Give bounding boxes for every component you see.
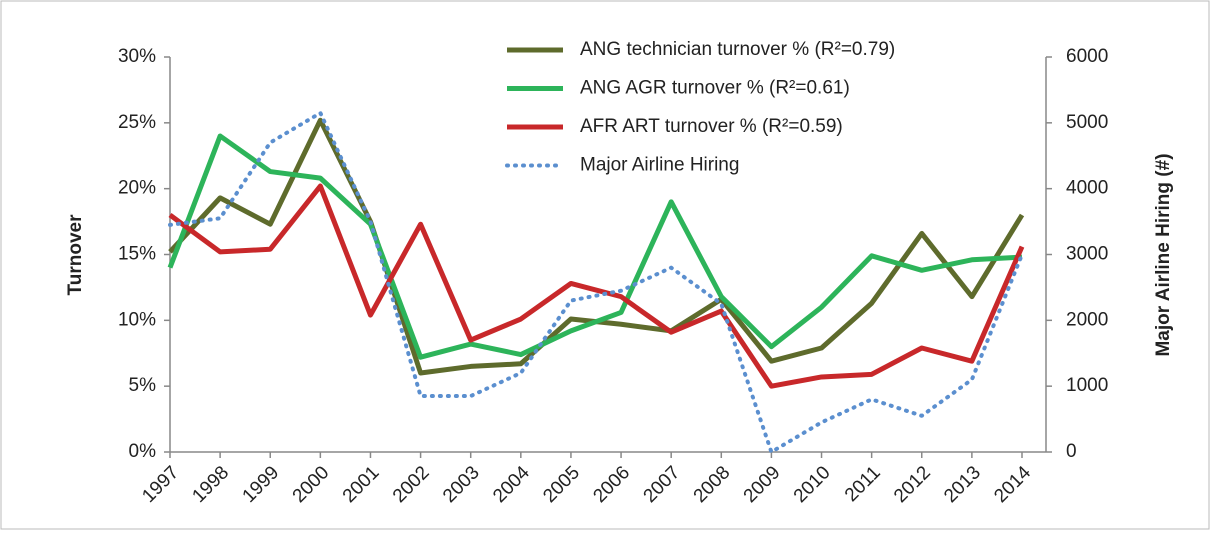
y2-tick-label: 3000 xyxy=(1066,244,1108,265)
y2-axis-title: Major Airline Hiring (#) xyxy=(1153,153,1174,356)
y-tick-label: 25% xyxy=(118,112,156,133)
y2-tick-label: 2000 xyxy=(1066,309,1108,330)
y-tick-label: 30% xyxy=(118,46,156,67)
x-tick-label: 2006 xyxy=(589,462,634,507)
y-tick-label: 15% xyxy=(118,244,156,265)
y-tick-label: 10% xyxy=(118,309,156,330)
x-tick-label: 2014 xyxy=(990,462,1035,507)
x-tick-label: 2004 xyxy=(489,462,534,507)
x-tick-label: 2001 xyxy=(339,462,384,507)
x-tick-label: 1998 xyxy=(188,462,233,507)
series-line xyxy=(167,133,1023,360)
x-tick-label: 2013 xyxy=(940,462,985,507)
x-tick-label: 1999 xyxy=(239,462,284,507)
x-tick-label: 2010 xyxy=(790,462,835,507)
x-tick-label: 1997 xyxy=(138,462,183,507)
y2-tick-label: 6000 xyxy=(1066,46,1108,67)
y-axis-title: Turnover xyxy=(65,214,86,296)
x-tick-label: 2009 xyxy=(740,462,785,507)
y2-tick-label: 0 xyxy=(1066,441,1077,462)
legend-label: ANG technician turnover % (R²=0.79) xyxy=(580,39,895,60)
y-tick-label: 0% xyxy=(129,441,157,462)
y-tick-label: 5% xyxy=(129,375,157,396)
y-tick-label: 20% xyxy=(118,178,156,199)
series-line xyxy=(168,110,1024,454)
x-tick-label: 2002 xyxy=(389,462,434,507)
legend-label: Major Airline Hiring xyxy=(580,155,739,176)
y2-tick-label: 1000 xyxy=(1066,375,1108,396)
legend-label: AFR ART turnover % (R²=0.59) xyxy=(580,116,843,137)
x-tick-label: 2007 xyxy=(640,462,685,507)
x-tick-label: 2012 xyxy=(890,462,935,507)
x-tick-label: 2005 xyxy=(539,462,584,507)
legend-label: ANG AGR turnover % (R²=0.61) xyxy=(580,78,850,99)
y2-tick-label: 4000 xyxy=(1066,178,1108,199)
x-tick-label: 2003 xyxy=(439,462,484,507)
x-tick-label: 2008 xyxy=(690,462,735,507)
y2-tick-label: 5000 xyxy=(1066,112,1108,133)
x-tick-label: 2000 xyxy=(289,462,334,507)
x-tick-label: 2011 xyxy=(841,462,885,506)
series-line xyxy=(168,183,1025,389)
